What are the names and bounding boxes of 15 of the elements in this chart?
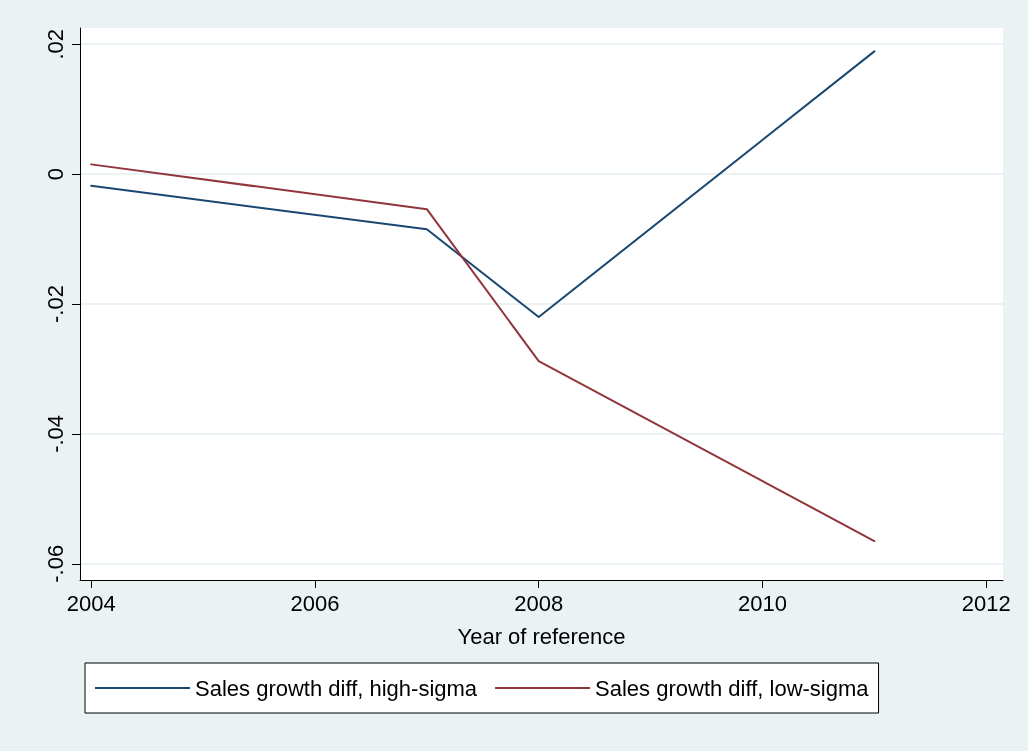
x-tick-label: 2006 — [290, 590, 340, 616]
x-tick-label: 2004 — [66, 590, 116, 616]
x-tick-label: 2010 — [737, 590, 787, 616]
legend-label: Sales growth diff, high-sigma — [195, 675, 478, 701]
y-tick-label: -.06 — [42, 544, 68, 583]
y-tick-label: -.04 — [42, 414, 68, 453]
y-tick-label: 0 — [42, 167, 68, 181]
y-tick-label: -.02 — [42, 285, 68, 323]
line-series — [90, 50, 876, 318]
line-series — [90, 163, 876, 543]
legend-label: Sales growth diff, low-sigma — [595, 675, 870, 701]
x-tick-label: 2008 — [514, 590, 564, 616]
x-tick-label: 2012 — [961, 590, 1011, 616]
x-axis-title: Year of reference — [457, 623, 626, 649]
y-tick-label: .02 — [42, 28, 68, 60]
